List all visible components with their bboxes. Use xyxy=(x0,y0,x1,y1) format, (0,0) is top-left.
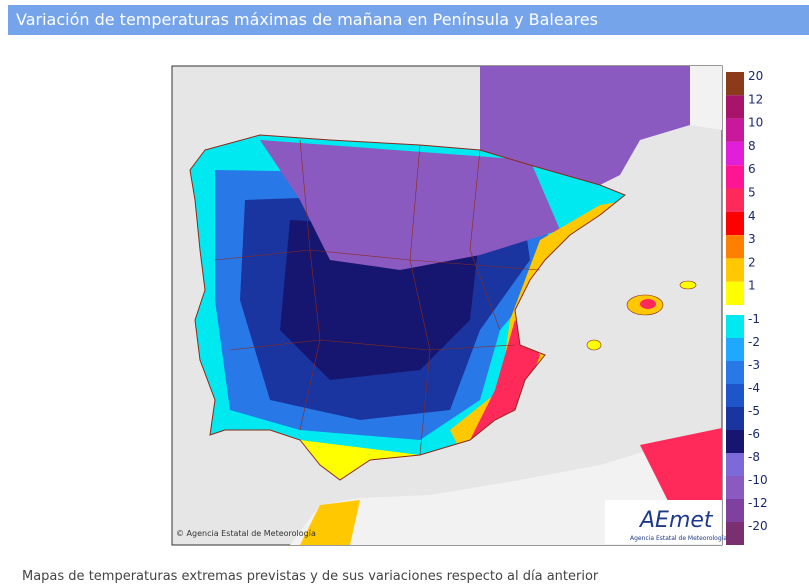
africa-warm xyxy=(300,500,360,545)
legend-label: -3 xyxy=(748,358,760,372)
legend-label: -10 xyxy=(748,473,768,487)
legend-label: -5 xyxy=(748,404,760,418)
caption: Mapas de temperaturas extremas previstas… xyxy=(22,569,599,584)
legend-swatch xyxy=(726,281,744,305)
legend-swatch xyxy=(726,315,744,338)
legend-label: 5 xyxy=(748,186,756,200)
africa-warm xyxy=(640,428,722,505)
legend-swatch xyxy=(726,361,744,384)
legend-swatch xyxy=(726,476,744,499)
legend-swatch xyxy=(726,499,744,522)
legend-label: 20 xyxy=(748,69,763,83)
legend-swatch xyxy=(726,141,744,166)
legend-label: 2 xyxy=(748,255,756,269)
legend-label: -4 xyxy=(748,381,760,395)
legend-label: 3 xyxy=(748,232,756,246)
legend-swatch xyxy=(726,165,744,189)
legend-swatch xyxy=(726,430,744,453)
legend-swatch xyxy=(726,72,744,96)
legend-label: -8 xyxy=(748,450,760,464)
legend-swatch xyxy=(726,211,744,236)
legend-label: 1 xyxy=(748,279,756,293)
island-ibiza xyxy=(586,339,602,351)
legend-swatch xyxy=(726,258,744,282)
zone xyxy=(260,140,560,270)
logo-box xyxy=(605,500,721,544)
legend: 20 12 10 8 6 5 4 3 2 1 -1 -2 -3 -4 -5 -6 -8 -10 -12 -20 xyxy=(726,69,768,545)
legend-swatch xyxy=(726,95,744,119)
logo-name: AEmet xyxy=(638,508,714,533)
legend-swatch xyxy=(726,453,744,476)
region-borders xyxy=(214,139,541,456)
island-menorca xyxy=(679,280,697,290)
copyright: © Agencia Estatal de Meteorología xyxy=(176,529,316,538)
logo-subtitle: Agencia Estatal de Meteorología xyxy=(630,535,727,542)
zone xyxy=(470,320,540,440)
legend-swatch xyxy=(726,188,744,212)
legend-label: -12 xyxy=(748,496,768,510)
legend-label: 6 xyxy=(748,162,756,176)
legend-swatch xyxy=(726,235,744,259)
header-title: Variación de temperaturas máximas de mañ… xyxy=(8,5,809,35)
legend-label: -1 xyxy=(748,312,760,326)
legend-swatch xyxy=(726,118,744,142)
legend-label: 12 xyxy=(748,92,763,106)
island-warm xyxy=(640,299,656,309)
legend-label: -2 xyxy=(748,335,760,349)
legend-swatch xyxy=(726,338,744,361)
legend-label: 10 xyxy=(748,116,763,130)
legend-label: 8 xyxy=(748,139,756,153)
legend-swatch xyxy=(726,407,744,430)
legend-label: -6 xyxy=(748,427,760,441)
map-figure: © Agencia Estatal de Meteorología AEmet … xyxy=(171,65,768,546)
legend-swatch xyxy=(726,384,744,407)
coastline xyxy=(189,134,626,481)
legend-swatch xyxy=(726,522,744,545)
region-france xyxy=(480,66,690,185)
legend-label: -20 xyxy=(748,519,768,533)
legend-label: 4 xyxy=(748,209,756,223)
